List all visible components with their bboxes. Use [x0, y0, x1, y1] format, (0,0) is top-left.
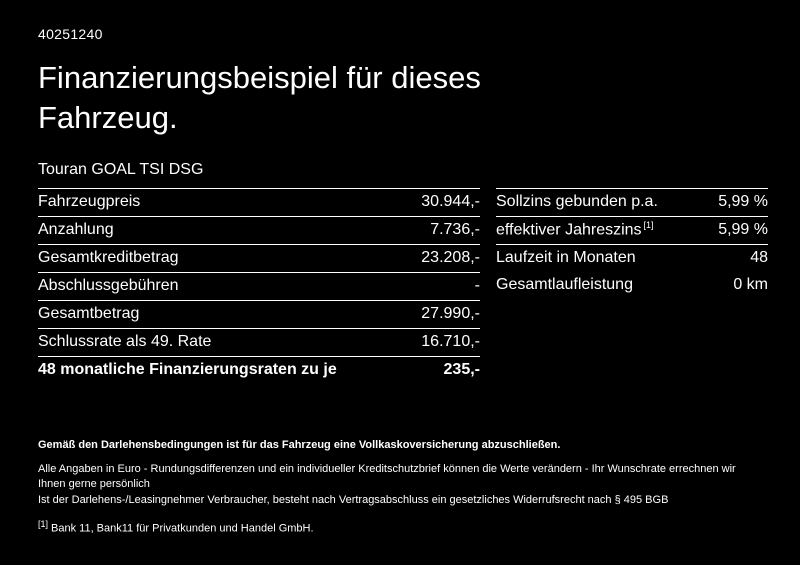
footer-footnote: [1] Bank 11, Bank11 für Privatkunden und … — [38, 517, 760, 537]
legal-footer: Gemäß den Darlehensbedingungen ist für d… — [38, 438, 760, 537]
row-label: Schlussrate als 49. Rate — [38, 333, 212, 351]
footnote-marker: [1] — [38, 519, 49, 529]
row-value: 27.990,- — [421, 305, 480, 323]
row-label-text: effektiver Jahreszins — [496, 221, 642, 239]
row-label: Laufzeit in Monaten — [496, 249, 636, 267]
document-id: 40251240 — [38, 26, 103, 42]
row-value: - — [474, 277, 480, 295]
row-label: 48 monatliche Finanzierungsraten zu je — [38, 361, 337, 379]
table-row: effektiver Jahreszins [1] 5,99 % — [496, 217, 768, 245]
page-title: Finanzierungsbeispiel für dieses Fahrzeu… — [38, 60, 481, 136]
table-row: Laufzeit in Monaten 48 — [496, 245, 768, 272]
table-row: Fahrzeugpreis 30.944,- — [38, 189, 480, 217]
financing-tables: Fahrzeugpreis 30.944,- Anzahlung 7.736,-… — [38, 187, 768, 384]
footer-disclaimer-2: Ist der Darlehens-/Leasingnehmer Verbrau… — [38, 494, 669, 506]
row-label: Gesamtlaufleistung — [496, 276, 633, 294]
table-row: Gesamtlaufleistung 0 km — [496, 272, 768, 299]
table-row-monthly-rate: 48 monatliche Finanzierungsraten zu je 2… — [38, 357, 480, 384]
footer-insurance-note: Gemäß den Darlehensbedingungen ist für d… — [38, 439, 561, 451]
row-value: 23.208,- — [421, 249, 480, 267]
table-row: Abschlussgebühren - — [38, 273, 480, 301]
table-row: Sollzins gebunden p.a. 5,99 % — [496, 189, 768, 217]
row-value: 7.736,- — [430, 221, 480, 239]
row-label: Fahrzeugpreis — [38, 193, 141, 211]
row-label: Gesamtkreditbetrag — [38, 249, 179, 267]
table-row: Schlussrate als 49. Rate 16.710,- — [38, 329, 480, 357]
row-value: 16.710,- — [421, 333, 480, 351]
footnote-marker: [1] — [643, 220, 654, 231]
row-value: 235,- — [443, 361, 480, 379]
table-row: Gesamtbetrag 27.990,- — [38, 301, 480, 329]
footnote-text: Bank 11, Bank11 für Privatkunden und Han… — [51, 522, 314, 535]
table-row: Anzahlung 7.736,- — [38, 217, 480, 245]
table-row: Gesamtkreditbetrag 23.208,- — [38, 245, 480, 273]
row-label: Gesamtbetrag — [38, 305, 140, 323]
row-value: 5,99 % — [718, 221, 768, 239]
vehicle-model: Touran GOAL TSI DSG — [38, 160, 204, 178]
row-label: effektiver Jahreszins [1] — [496, 220, 654, 239]
row-value: 48 — [750, 249, 768, 267]
cost-table: Fahrzeugpreis 30.944,- Anzahlung 7.736,-… — [38, 187, 480, 384]
row-label: Anzahlung — [38, 221, 114, 239]
row-label: Abschlussgebühren — [38, 277, 179, 295]
row-value: 30.944,- — [421, 193, 480, 211]
footer-disclaimer-1: Alle Angaben in Euro - Rundungsdifferenz… — [38, 463, 736, 490]
row-label: Sollzins gebunden p.a. — [496, 193, 658, 211]
conditions-table: Sollzins gebunden p.a. 5,99 % effektiver… — [496, 187, 768, 384]
row-value: 0 km — [733, 276, 768, 294]
row-value: 5,99 % — [718, 193, 768, 211]
